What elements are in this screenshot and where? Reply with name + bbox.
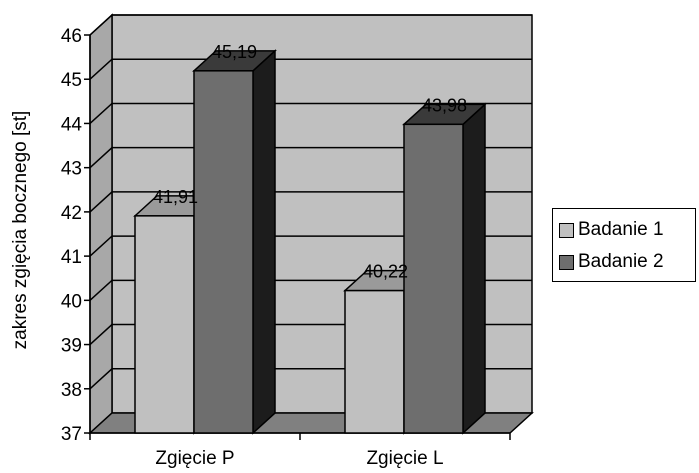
y-tick-label: 44	[61, 114, 83, 135]
bar-side-2-1	[252, 49, 276, 435]
y-tick-label: 40	[61, 291, 82, 312]
bar-1-2	[344, 289, 405, 434]
y-tick-label: 45	[61, 70, 82, 91]
side-wall	[89, 13, 113, 435]
bar-2-2	[403, 123, 464, 434]
legend-swatch-series-1	[559, 222, 574, 238]
legend-label-series-2: Badanie 2	[578, 251, 664, 272]
y-tick-label: 37	[61, 424, 82, 445]
gridline	[89, 146, 532, 169]
y-tick-label: 39	[61, 336, 82, 357]
bars	[133, 49, 487, 435]
bar-side-2-2	[462, 102, 486, 435]
y-tick-label: 46	[61, 26, 82, 47]
gridline	[89, 102, 532, 124]
legend-label-series-1: Badanie 1	[578, 219, 664, 240]
bar-1-1	[134, 215, 195, 434]
data-label-2-1: 45,19	[212, 42, 257, 62]
y-tick-label: 41	[61, 247, 82, 268]
data-label-1-1: 41,91	[153, 187, 198, 207]
legend-item-series-1: Badanie 1	[559, 219, 664, 241]
legend-item-series-2: Badanie 2	[559, 251, 664, 273]
legend-swatch-series-2	[559, 254, 574, 270]
x-category-label-2: Zgięcie L	[366, 448, 443, 469]
labels: 41,91 45,19 40,22 43,98	[153, 42, 467, 282]
gridline	[89, 58, 532, 80]
gridline	[89, 235, 532, 257]
x-category-label-1: Zgięcie P	[155, 448, 234, 469]
y-tick-label: 38	[61, 380, 82, 401]
y-tick-label: 42	[61, 203, 82, 224]
data-label-1-2: 40,22	[363, 262, 408, 282]
y-axis-label: zakres zgięcia bocznego [st]	[10, 111, 31, 350]
y-tick-label: 43	[61, 159, 82, 180]
data-label-2-2: 43,98	[422, 95, 467, 115]
gridline	[89, 14, 532, 36]
bar-2-1	[193, 70, 254, 434]
legend: Badanie 1 Badanie 2	[552, 208, 696, 282]
gridline	[89, 191, 532, 213]
